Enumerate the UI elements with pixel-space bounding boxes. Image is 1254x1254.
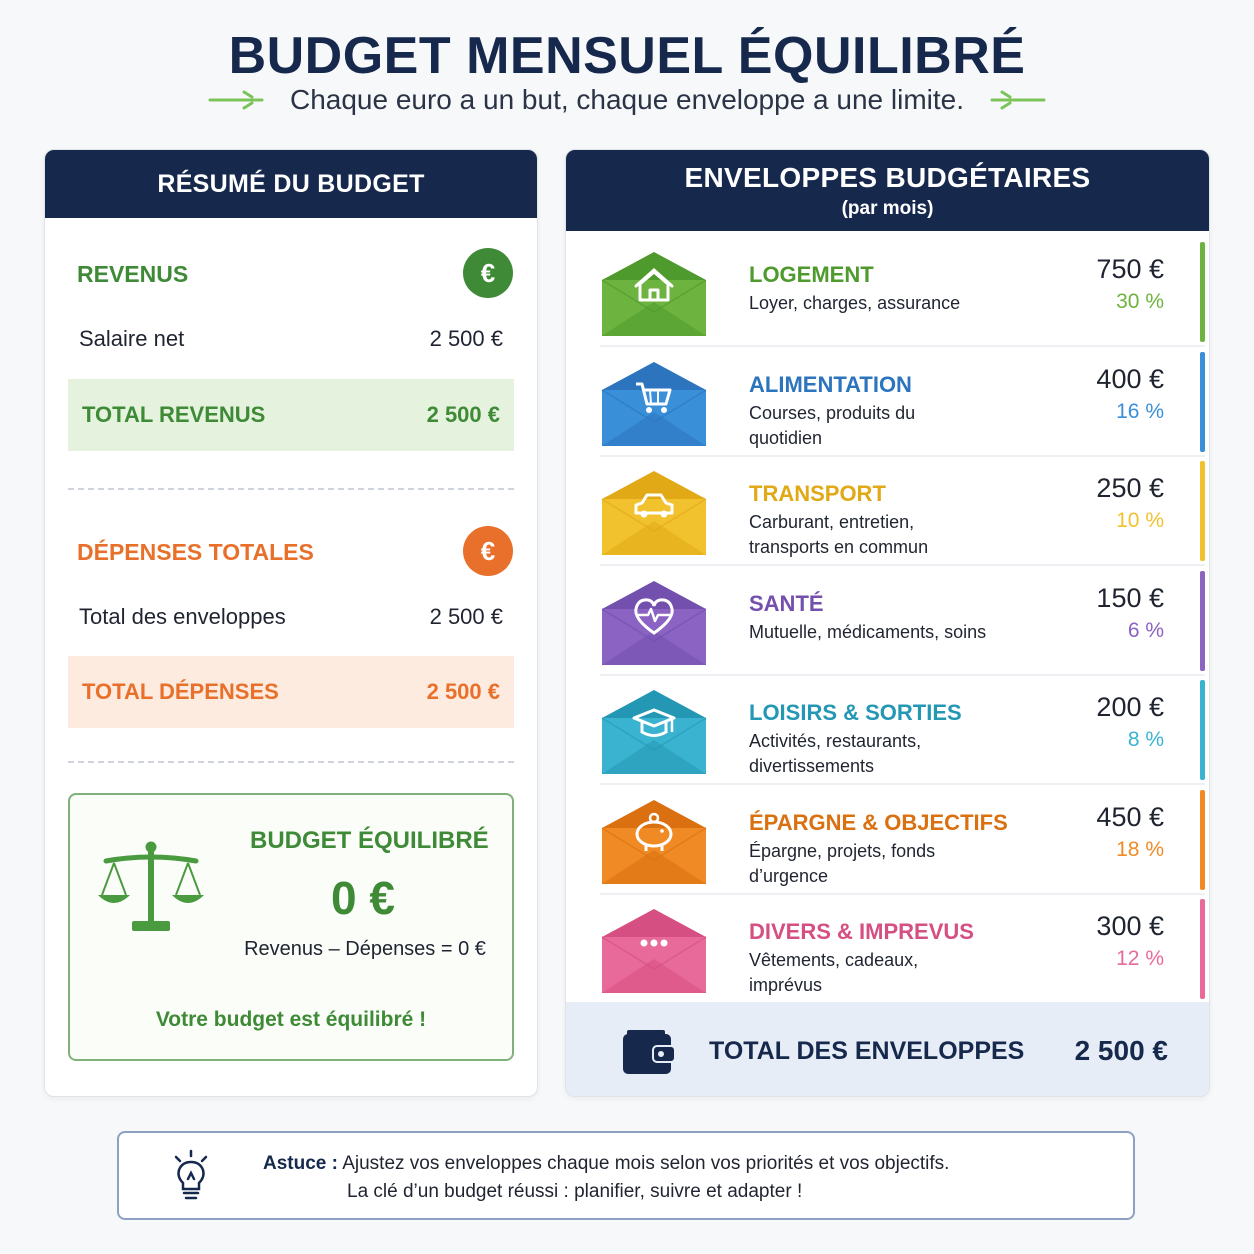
envelope-row: DIVERS & IMPREVUS Vêtements, cadeaux, imp… (600, 895, 1205, 1004)
tip-line-1: Astuce : Ajustez vos enveloppes chaque m… (263, 1153, 949, 1175)
envelope-description: Loyer, charges, assurance (749, 293, 961, 313)
envelope-color-bar (1200, 351, 1205, 452)
decorative-arrow-icon (990, 90, 1046, 110)
tip-box: Astuce : Ajustez vos enveloppes chaque m… (117, 1131, 1135, 1220)
income-line-label: Salaire net (79, 326, 185, 351)
income-total-value: 2 500 € (426, 402, 500, 427)
expenses-line: Total des enveloppes 2 500 € (79, 604, 503, 630)
expenses-total-value: 2 500 € (426, 679, 500, 704)
summary-heading: RÉSUMÉ DU BUDGET (45, 150, 537, 218)
dots-icon (601, 909, 707, 993)
page-title: BUDGET MENSUEL ÉQUILIBRÉ (228, 27, 1026, 85)
envelope-color-bar (1200, 461, 1205, 561)
envelopes-heading: ENVELOPPES BUDGÉTAIRES (684, 162, 1091, 193)
page-subtitle: Chaque euro a un but, chaque enveloppe a… (289, 84, 965, 115)
envelope-description: Carburant, entretien, transports en comm… (749, 512, 929, 557)
income-line-value: 2 500 € (429, 326, 503, 351)
piggy-bank-icon (601, 799, 707, 884)
envelope-percent: 18 % (1116, 837, 1164, 861)
heart-pulse-icon (601, 580, 707, 665)
divider (68, 761, 514, 763)
car-icon (601, 471, 707, 555)
divider (68, 488, 514, 490)
envelopes-total-value: 2 500 € (1074, 1035, 1168, 1066)
decorative-arrow-icon (208, 90, 264, 110)
envelope-row: LOISIRS & SORTIES Activités, restaurants,… (600, 676, 1205, 785)
tip-line-2: La clé d’un budget réussi : planifier, s… (347, 1181, 803, 1202)
income-total-label: TOTAL REVENUS (82, 402, 266, 427)
graduation-cap-icon (601, 690, 707, 774)
income-label: REVENUS (77, 261, 189, 287)
balance-formula: Revenus – Dépenses = 0 € (244, 938, 486, 960)
envelopes-total: TOTAL DES ENVELOPPES 2 500 € (566, 1002, 1209, 1096)
balance-title: BUDGET ÉQUILIBRÉ (250, 827, 489, 854)
envelope-name: TRANSPORT (749, 481, 886, 506)
expenses-total: TOTAL DÉPENSES 2 500 € (68, 656, 514, 728)
envelope-percent: 30 % (1116, 290, 1164, 313)
subtitle-row: Chaque euro a un but, chaque enveloppe a… (0, 84, 1254, 116)
envelope-percent: 10 % (1116, 509, 1164, 532)
envelope-description: Mutuelle, médicaments, soins (749, 621, 987, 642)
envelope-amount: 300 € (1096, 911, 1164, 941)
envelope-name: ALIMENTATION (749, 371, 912, 397)
budget-summary-card: RÉSUMÉ DU BUDGET REVENUS € Salaire net 2… (44, 149, 538, 1097)
envelope-row: ALIMENTATION Courses, produits du quotidi… (600, 348, 1205, 457)
envelopes-card: ENVELOPPES BUDGÉTAIRES (par mois) LOGEME… (565, 149, 1210, 1097)
envelope-name: LOGEMENT (749, 262, 874, 287)
envelope-amount: 250 € (1096, 473, 1164, 503)
income-total: TOTAL REVENUS 2 500 € (68, 379, 514, 451)
envelopes-subheading: (par mois) (841, 198, 934, 219)
envelope-amount: 200 € (1096, 692, 1164, 722)
envelope-name: DIVERS & IMPREVUS (749, 919, 974, 944)
envelope-color-bar (1200, 789, 1205, 890)
balance-value: 0 € (331, 872, 395, 924)
envelope-row: TRANSPORT Carburant, entretien, transport… (600, 457, 1205, 566)
tip-label: Astuce : (263, 1153, 338, 1174)
expenses-label: DÉPENSES TOTALES (77, 539, 314, 565)
income-line: Salaire net 2 500 € (79, 326, 503, 352)
expenses-line-value: 2 500 € (429, 604, 503, 629)
wallet-icon (623, 1030, 676, 1074)
envelope-description: Épargne, projets, fonds d’urgence (749, 840, 936, 886)
expenses-line-label: Total des enveloppes (79, 604, 286, 629)
euro-coin-icon: € (463, 526, 513, 576)
balance-message: Votre budget est équilibré ! (155, 1008, 427, 1031)
envelope-description: Activités, restaurants, divertissements (749, 731, 922, 776)
envelope-name: LOISIRS & SORTIES (749, 700, 962, 725)
expenses-total-label: TOTAL DÉPENSES (82, 679, 279, 704)
envelope-color-bar (1200, 680, 1205, 780)
envelope-color-bar (1200, 242, 1205, 342)
envelope-amount: 400 € (1096, 363, 1164, 394)
house-icon (601, 252, 707, 336)
envelope-percent: 16 % (1116, 399, 1164, 423)
envelope-row: LOGEMENT Loyer, charges, assurance 750 € 30… (600, 238, 1205, 347)
tip-text-1: Ajustez vos enveloppes chaque mois selon… (342, 1153, 950, 1174)
envelope-description: Vêtements, cadeaux, imprévus (749, 950, 919, 995)
envelope-name: ÉPARGNE & OBJECTIFS (749, 809, 1008, 835)
envelope-name: SANTÉ (749, 590, 824, 616)
cart-icon (601, 361, 707, 446)
envelope-percent: 8 % (1127, 728, 1164, 751)
envelope-amount: 450 € (1096, 801, 1164, 832)
envelopes-total-label: TOTAL DES ENVELOPPES (709, 1037, 1025, 1065)
scale-icon (98, 841, 204, 931)
envelope-amount: 150 € (1096, 582, 1164, 613)
balance-box: BUDGET ÉQUILIBRÉ 0 € Revenus – Dépenses … (68, 793, 514, 1061)
lightbulb-icon (174, 1149, 208, 1200)
envelope-percent: 6 % (1127, 618, 1164, 642)
envelope-row: ÉPARGNE & OBJECTIFS Épargne, projets, fon… (600, 786, 1205, 895)
envelope-percent: 12 % (1116, 947, 1164, 970)
envelopes-heading-bar: ENVELOPPES BUDGÉTAIRES (par mois) (566, 150, 1209, 231)
envelope-color-bar (1200, 570, 1205, 671)
envelope-row: SANTÉ Mutuelle, médicaments, soins 150 € 6 … (600, 567, 1205, 676)
envelope-description: Courses, produits du quotidien (749, 402, 916, 448)
euro-coin-icon: € (463, 248, 513, 298)
envelope-amount: 750 € (1096, 254, 1164, 284)
envelope-color-bar (1200, 899, 1205, 999)
